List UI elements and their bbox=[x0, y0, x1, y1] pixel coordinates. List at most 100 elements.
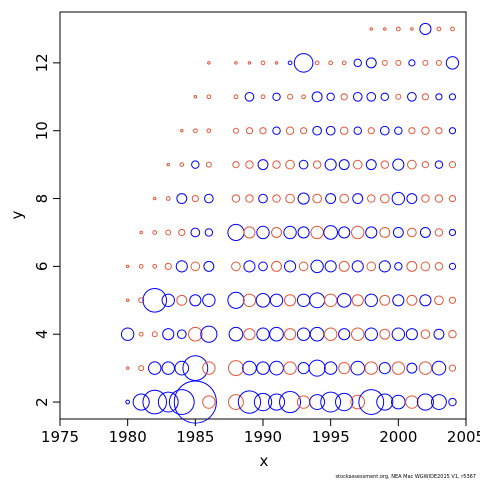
positive-residual-point bbox=[267, 393, 286, 411]
positive-residual-point bbox=[405, 328, 418, 341]
positive-residual-point bbox=[335, 392, 354, 412]
positive-residual-point bbox=[419, 226, 431, 238]
negative-residual-point bbox=[380, 160, 390, 169]
positive-residual-point bbox=[161, 293, 175, 307]
negative-residual-point bbox=[245, 127, 254, 135]
negative-residual-point bbox=[435, 127, 443, 135]
negative-residual-point bbox=[351, 294, 364, 307]
positive-residual-point bbox=[174, 360, 190, 376]
negative-residual-point bbox=[421, 194, 430, 203]
negative-residual-point bbox=[379, 294, 391, 306]
positive-residual-point bbox=[244, 91, 255, 102]
y-tick-label: 6 bbox=[33, 262, 51, 272]
positive-residual-point bbox=[392, 226, 404, 238]
positive-residual-point bbox=[308, 359, 326, 377]
negative-residual-point bbox=[323, 327, 338, 341]
negative-residual-point bbox=[338, 362, 351, 375]
positive-residual-point bbox=[419, 22, 432, 36]
negative-residual-point bbox=[271, 260, 282, 272]
positive-residual-point bbox=[358, 389, 385, 415]
positive-residual-point bbox=[435, 93, 443, 101]
negative-residual-point bbox=[339, 193, 350, 204]
negative-residual-point bbox=[323, 293, 338, 307]
negative-residual-point bbox=[296, 395, 311, 409]
positive-residual-point bbox=[200, 325, 218, 343]
positive-residual-point bbox=[364, 293, 378, 307]
negative-residual-point bbox=[418, 361, 433, 375]
negative-residual-point bbox=[152, 264, 158, 269]
negative-residual-point bbox=[139, 230, 143, 235]
negative-residual-point bbox=[420, 329, 431, 340]
negative-residual-point bbox=[312, 193, 322, 204]
negative-residual-point bbox=[422, 59, 429, 66]
y-tick-label: 4 bbox=[33, 329, 51, 339]
y-tick-label: 10 bbox=[33, 121, 51, 140]
negative-residual-point bbox=[395, 26, 401, 32]
negative-residual-point bbox=[420, 261, 431, 272]
negative-residual-point bbox=[205, 161, 212, 168]
positive-residual-point bbox=[168, 389, 195, 415]
positive-residual-point bbox=[242, 360, 257, 376]
positive-residual-point bbox=[283, 225, 297, 240]
positive-residual-point bbox=[227, 223, 245, 242]
positive-residual-point bbox=[256, 327, 270, 341]
x-axis-title: x bbox=[260, 452, 269, 470]
positive-residual-point bbox=[120, 327, 135, 341]
negative-residual-point bbox=[234, 61, 238, 65]
positive-residual-point bbox=[431, 360, 447, 376]
positive-residual-point bbox=[283, 260, 297, 273]
positive-residual-point bbox=[191, 160, 200, 169]
positive-residual-point bbox=[364, 327, 378, 341]
negative-residual-point bbox=[366, 261, 377, 272]
negative-residual-point bbox=[151, 331, 158, 338]
negative-residual-point bbox=[367, 194, 376, 203]
negative-residual-point bbox=[274, 61, 279, 65]
positive-residual-point bbox=[237, 390, 262, 414]
negative-residual-point bbox=[339, 126, 349, 135]
negative-residual-point bbox=[383, 27, 387, 31]
positive-residual-point bbox=[297, 226, 310, 239]
y-axis-title: y bbox=[8, 210, 26, 219]
negative-residual-point bbox=[338, 260, 350, 272]
negative-residual-point bbox=[379, 328, 391, 340]
negative-residual-point bbox=[406, 294, 418, 306]
negative-residual-point bbox=[379, 226, 391, 238]
negative-residual-point bbox=[152, 230, 158, 235]
positive-residual-point bbox=[320, 391, 342, 413]
negative-residual-point bbox=[395, 59, 402, 66]
negative-residual-point bbox=[178, 228, 186, 237]
positive-residual-point bbox=[448, 262, 457, 270]
positive-residual-point bbox=[297, 192, 310, 205]
positive-residual-point bbox=[324, 260, 337, 273]
positive-residual-point bbox=[353, 58, 362, 68]
positive-residual-point bbox=[408, 59, 416, 67]
positive-residual-point bbox=[378, 260, 391, 273]
negative-residual-point bbox=[202, 395, 216, 409]
negative-residual-point bbox=[245, 194, 254, 203]
negative-residual-point bbox=[410, 27, 414, 31]
positive-residual-point bbox=[325, 193, 337, 205]
positive-residual-point bbox=[125, 399, 131, 405]
x-tick-label: 2005 bbox=[447, 428, 480, 446]
positive-residual-point bbox=[338, 159, 350, 171]
negative-residual-point bbox=[283, 361, 297, 375]
positive-residual-point bbox=[434, 160, 444, 169]
positive-residual-point bbox=[378, 362, 391, 375]
positive-residual-point bbox=[296, 327, 311, 341]
negative-residual-point bbox=[351, 225, 365, 240]
negative-residual-point bbox=[352, 159, 363, 170]
positive-residual-point bbox=[293, 53, 314, 73]
positive-residual-point bbox=[392, 294, 405, 307]
x-tick-label: 1975 bbox=[41, 428, 79, 446]
positive-residual-point bbox=[350, 360, 366, 376]
negative-residual-point bbox=[202, 361, 216, 375]
negative-residual-point bbox=[180, 128, 184, 133]
positive-residual-point bbox=[296, 293, 311, 307]
negative-residual-point bbox=[192, 128, 198, 134]
y-tick-label: 2 bbox=[33, 397, 51, 407]
positive-residual-point bbox=[325, 125, 336, 136]
negative-residual-point bbox=[232, 127, 239, 134]
y-axis: 2 4 6 8 10 12 bbox=[33, 53, 60, 407]
positive-residual-point bbox=[176, 193, 188, 205]
x-tick-label: 1995 bbox=[312, 428, 350, 446]
